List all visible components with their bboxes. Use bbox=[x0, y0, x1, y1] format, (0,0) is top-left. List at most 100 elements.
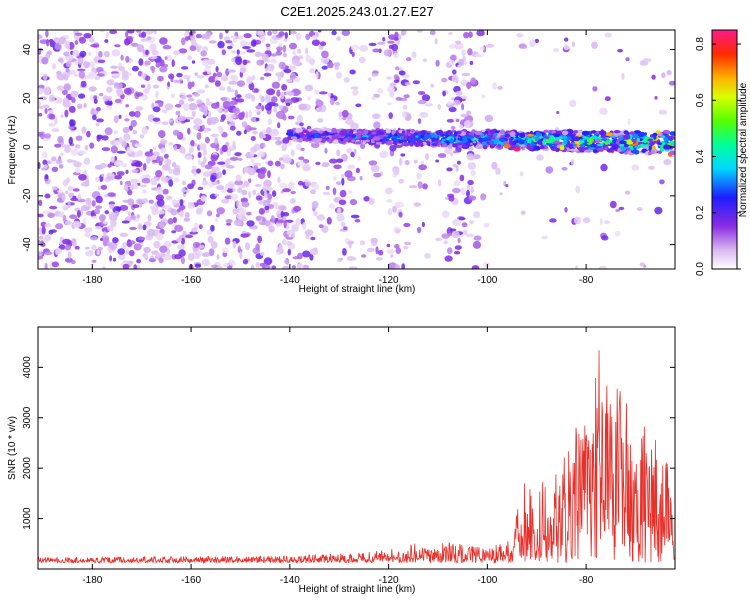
heatmap-cell bbox=[599, 107, 608, 115]
heatmap-cell bbox=[217, 125, 224, 131]
heatmap-cell bbox=[600, 163, 608, 172]
heatmap-cell bbox=[282, 52, 287, 58]
heatmap-cell bbox=[246, 49, 256, 53]
heatmap-cell bbox=[435, 159, 440, 163]
heatmap-cell bbox=[311, 142, 320, 149]
heatmap-cell bbox=[73, 161, 82, 168]
heatmap-cell bbox=[185, 116, 195, 120]
heatmap-band-cell bbox=[556, 130, 562, 134]
heatmap-cell bbox=[258, 94, 262, 99]
heatmap-cell bbox=[609, 200, 617, 209]
heatmap-cell bbox=[201, 258, 210, 267]
heatmap-y-ticks: -40 -20 0 20 40 bbox=[22, 44, 675, 252]
heatmap-cell bbox=[347, 164, 356, 170]
heatmap-cell bbox=[624, 190, 631, 195]
heatmap-cell bbox=[162, 188, 169, 195]
heatmap-cell bbox=[107, 100, 113, 106]
figure-title: C2E1.2025.243.01.27.E27 bbox=[280, 4, 433, 19]
heatmap-cell bbox=[78, 174, 87, 181]
heatmap-band-cell bbox=[618, 140, 627, 145]
heatmap-cell bbox=[38, 251, 43, 257]
heatmap-cell bbox=[251, 74, 256, 81]
heatmap-cell bbox=[152, 117, 161, 122]
heatmap-cell bbox=[127, 198, 134, 206]
heatmap-cell bbox=[72, 49, 80, 58]
heatmap-cell bbox=[265, 220, 271, 227]
heatmap-cell bbox=[237, 245, 241, 253]
heatmap-cell bbox=[288, 181, 295, 189]
heatmap-cell bbox=[142, 253, 146, 257]
heatmap-cell bbox=[219, 32, 223, 40]
heatmap-band-cell bbox=[579, 143, 586, 148]
heatmap-band-cell bbox=[475, 143, 484, 150]
heatmap-x-tick-label: -160 bbox=[181, 275, 201, 286]
heatmap-cell bbox=[292, 50, 296, 56]
heatmap-cell bbox=[318, 91, 328, 95]
heatmap-cell bbox=[389, 144, 397, 152]
heatmap-cell bbox=[123, 87, 132, 95]
heatmap-cell bbox=[244, 242, 251, 251]
heatmap-cell bbox=[207, 110, 212, 119]
heatmap-cell bbox=[314, 89, 320, 95]
heatmap-cell bbox=[168, 142, 174, 146]
heatmap-cell bbox=[227, 181, 236, 189]
heatmap-cell bbox=[402, 111, 407, 118]
heatmap-cell bbox=[355, 167, 360, 174]
heatmap-band-cell bbox=[518, 130, 523, 134]
heatmap-cell bbox=[121, 140, 127, 148]
heatmap-cell bbox=[261, 53, 269, 61]
heatmap-cell bbox=[376, 41, 386, 45]
heatmap-cell bbox=[248, 190, 252, 199]
heatmap-band-cell bbox=[474, 130, 483, 136]
heatmap-cell bbox=[231, 57, 237, 63]
heatmap-cell bbox=[659, 179, 665, 185]
heatmap-cell bbox=[91, 215, 97, 219]
heatmap-cell bbox=[189, 146, 194, 153]
heatmap-x-tick-label: -180 bbox=[82, 275, 102, 286]
heatmap-cell bbox=[142, 224, 147, 231]
heatmap-band-cell bbox=[623, 134, 631, 140]
heatmap-cell bbox=[208, 248, 215, 257]
heatmap-cell bbox=[338, 111, 343, 118]
heatmap-cell bbox=[176, 237, 182, 243]
heatmap-cell bbox=[459, 174, 465, 182]
heatmap-cell bbox=[201, 35, 206, 38]
heatmap-cell bbox=[482, 261, 491, 268]
heatmap-cell bbox=[296, 263, 304, 269]
heatmap-cell bbox=[102, 266, 106, 269]
heatmap-cell bbox=[370, 165, 380, 172]
heatmap-cell bbox=[137, 223, 143, 230]
heatmap-band-cell bbox=[538, 135, 543, 139]
heatmap-cell bbox=[193, 118, 203, 126]
heatmap-band-cell bbox=[595, 138, 601, 143]
heatmap-cell bbox=[125, 249, 130, 255]
heatmap-cell bbox=[50, 229, 57, 233]
heatmap-cell bbox=[106, 105, 113, 111]
heatmap-cell bbox=[232, 107, 240, 114]
heatmap-cell bbox=[441, 210, 450, 219]
heatmap-cell bbox=[238, 51, 246, 55]
heatmap-cell bbox=[147, 36, 152, 41]
snr-x-tick-label: -160 bbox=[181, 575, 201, 586]
heatmap-cell bbox=[263, 72, 272, 77]
heatmap-cell bbox=[211, 166, 220, 173]
heatmap-cell bbox=[663, 159, 672, 166]
heatmap-cell bbox=[80, 205, 90, 212]
heatmap-cell bbox=[95, 195, 103, 204]
heatmap-cell bbox=[186, 94, 193, 98]
heatmap-cell bbox=[43, 164, 48, 169]
heatmap-cell bbox=[180, 256, 185, 265]
heatmap-cell bbox=[255, 215, 262, 221]
heatmap-cell bbox=[402, 74, 410, 79]
heatmap-cell bbox=[255, 105, 262, 110]
heatmap-cell bbox=[147, 228, 156, 237]
heatmap-cell bbox=[129, 226, 137, 231]
heatmap-cell bbox=[150, 177, 158, 186]
heatmap-cell bbox=[100, 238, 103, 241]
heatmap-cell bbox=[228, 80, 238, 85]
heatmap-band-cell bbox=[655, 130, 661, 134]
heatmap-cell bbox=[104, 210, 110, 215]
heatmap-cell bbox=[229, 125, 236, 131]
heatmap-cell bbox=[297, 180, 304, 186]
heatmap-cell bbox=[64, 146, 71, 153]
